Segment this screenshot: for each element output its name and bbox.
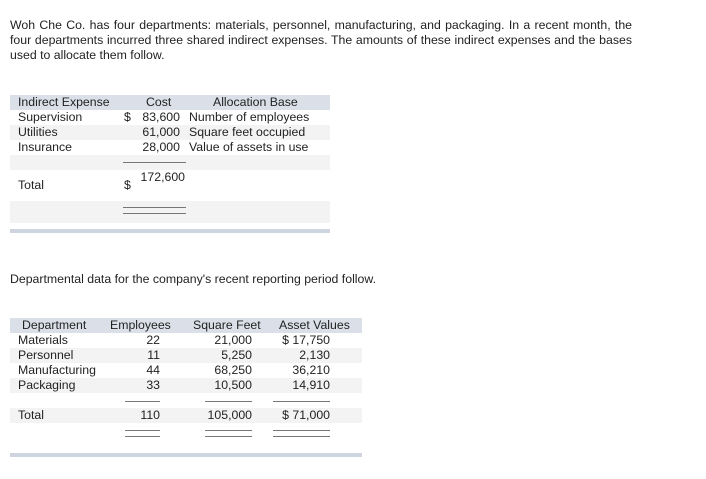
double-underline	[273, 430, 330, 431]
table-row: Packaging 33 10,500 14,910	[10, 378, 362, 393]
header-square-feet: Square Feet	[193, 318, 261, 332]
asset-values: 36,210	[292, 363, 330, 377]
table-bottom-bar	[10, 229, 330, 233]
square-feet: 21,000	[214, 333, 252, 347]
department-name: Materials	[18, 333, 68, 347]
double-underline	[123, 207, 186, 208]
total-square-feet: 105,000	[207, 408, 252, 422]
total-label: Total	[18, 408, 44, 422]
square-feet: 10,500	[214, 378, 252, 392]
square-feet: 68,250	[214, 363, 252, 377]
dollar-sign: $	[124, 178, 131, 192]
subtotal-line	[125, 401, 160, 402]
table-bottom-bar	[10, 453, 362, 457]
total-label: Total	[18, 178, 44, 192]
employees: 33	[146, 378, 160, 392]
double-underline	[205, 430, 252, 431]
double-underline	[125, 436, 160, 437]
header-asset-values: Asset Values	[279, 318, 350, 332]
header-employees: Employees	[110, 318, 171, 332]
total-row: Total 110 105,000 $ 71,000	[10, 408, 362, 423]
employees: 11	[147, 348, 160, 362]
double-underline	[273, 436, 330, 437]
indirect-expense-table: Indirect Expense Cost Allocation Base Su…	[10, 95, 330, 235]
header-cost: Cost	[146, 95, 172, 109]
header-indirect-expense: Indirect Expense	[18, 95, 110, 109]
square-feet: 5,250	[221, 348, 252, 362]
header-department: Department	[22, 318, 87, 332]
subtotal-line	[123, 162, 186, 163]
allocation-base: Square feet occupied	[189, 125, 306, 139]
header-allocation-base: Allocation Base	[213, 95, 298, 109]
expense-cost: 61,000	[142, 125, 180, 139]
spacer-row	[10, 201, 330, 223]
department-name: Packaging	[18, 378, 76, 392]
double-underline	[125, 430, 160, 431]
double-underline	[205, 436, 252, 437]
allocation-base: Number of employees	[189, 110, 310, 124]
subtotal-line	[205, 401, 252, 402]
department-table: Department Employees Square Feet Asset V…	[10, 318, 362, 460]
subtotal-line	[273, 401, 330, 402]
asset-values: 14,910	[292, 378, 330, 392]
table-row: Materials 22 21,000 $ 17,750	[10, 333, 362, 348]
expense-name: Insurance	[18, 140, 73, 154]
table-header: Department Employees Square Feet Asset V…	[10, 318, 362, 333]
expense-cost: 28,000	[142, 140, 180, 154]
table-row: Manufacturing 44 68,250 36,210	[10, 363, 362, 378]
department-intro: Departmental data for the company's rece…	[10, 272, 376, 286]
intro-paragraph: Woh Che Co. has four departments: materi…	[10, 18, 632, 62]
total-employees: 110	[140, 408, 160, 422]
total-row: Total $ 172,600	[10, 170, 330, 205]
double-underline	[123, 213, 186, 214]
department-name: Personnel	[18, 348, 74, 362]
table-row: Insurance 28,000 Value of assets in use	[10, 140, 330, 155]
table-header: Indirect Expense Cost Allocation Base	[10, 95, 330, 110]
asset-values: $ 17,750	[282, 333, 330, 347]
expense-name: Utilities	[18, 125, 58, 139]
employees: 44	[146, 363, 160, 377]
asset-values: 2,130	[299, 348, 330, 362]
expense-cost: 83,600	[142, 110, 180, 124]
allocation-base: Value of assets in use	[189, 140, 309, 154]
expense-name: Supervision	[18, 110, 83, 124]
table-row: Personnel 11 5,250 2,130	[10, 348, 362, 363]
total-cost: 172,600	[140, 170, 185, 184]
table-row: Utilities 61,000 Square feet occupied	[10, 125, 330, 140]
table-row: Supervision $ 83,600 Number of employees	[10, 110, 330, 125]
dollar-sign: $	[124, 110, 131, 124]
department-name: Manufacturing	[18, 363, 96, 377]
employees: 22	[146, 333, 160, 347]
total-asset-values: $ 71,000	[282, 408, 330, 422]
